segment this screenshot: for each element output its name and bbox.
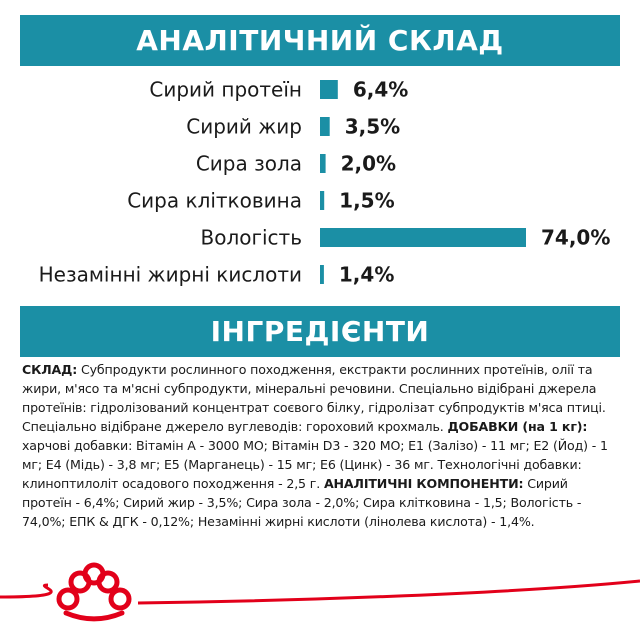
- bar: [320, 265, 324, 284]
- bar: [320, 228, 526, 247]
- category-label: Сира зола: [196, 152, 302, 176]
- bar: [320, 191, 325, 210]
- royal-canin-crown-logo: [56, 562, 132, 622]
- additives-label: ДОБАВКИ (на 1 кг):: [447, 419, 588, 434]
- analytic-components-label: АНАЛІТИЧНІ КОМПОНЕНТИ:: [323, 476, 524, 491]
- ingredients-header-text: ІНГРЕДІЄНТИ: [210, 315, 430, 348]
- category-label: Незамінні жирні кислоти: [39, 263, 302, 287]
- footer-red-line-left: [0, 583, 53, 599]
- bar: [320, 117, 330, 136]
- value-label: 3,5%: [345, 115, 400, 139]
- bar: [320, 80, 338, 99]
- composition-label: СКЛАД:: [22, 362, 78, 377]
- footer-red-line-right: [137, 579, 640, 605]
- value-label: 74,0%: [541, 226, 610, 250]
- ingredients-header: ІНГРЕДІЄНТИ: [20, 306, 620, 357]
- composition-text: Субпродукти рослинного походження, екстр…: [22, 362, 606, 434]
- bar: [320, 154, 326, 173]
- analysis-bar-chart: Сирий протеїн 6,4% Сирий жир 3,5% Сира зола 2…: [39, 78, 611, 287]
- additives-text: харчові добавки: Вітамін А - 3000 МО; Ві…: [22, 438, 608, 491]
- value-label: 1,5%: [339, 189, 394, 213]
- value-label: 6,4%: [353, 78, 408, 102]
- ingredients-text: СКЛАД: Субпродукти рослинного походження…: [22, 360, 618, 531]
- analysis-header: АНАЛІТИЧНИЙ СКЛАД: [20, 15, 620, 66]
- analytic-components-text: Сирий протеїн - 6,4%; Сирий жир - 3,5%; …: [22, 476, 582, 529]
- brand-footer: [0, 562, 640, 622]
- category-label: Сира клітковина: [127, 189, 302, 213]
- category-label: Вологість: [201, 226, 302, 250]
- value-label: 1,4%: [339, 263, 394, 287]
- analysis-header-text: АНАЛІТИЧНИЙ СКЛАД: [136, 24, 504, 57]
- category-label: Сирий жир: [186, 115, 302, 139]
- value-label: 2,0%: [341, 152, 396, 176]
- category-label: Сирий протеїн: [149, 78, 302, 102]
